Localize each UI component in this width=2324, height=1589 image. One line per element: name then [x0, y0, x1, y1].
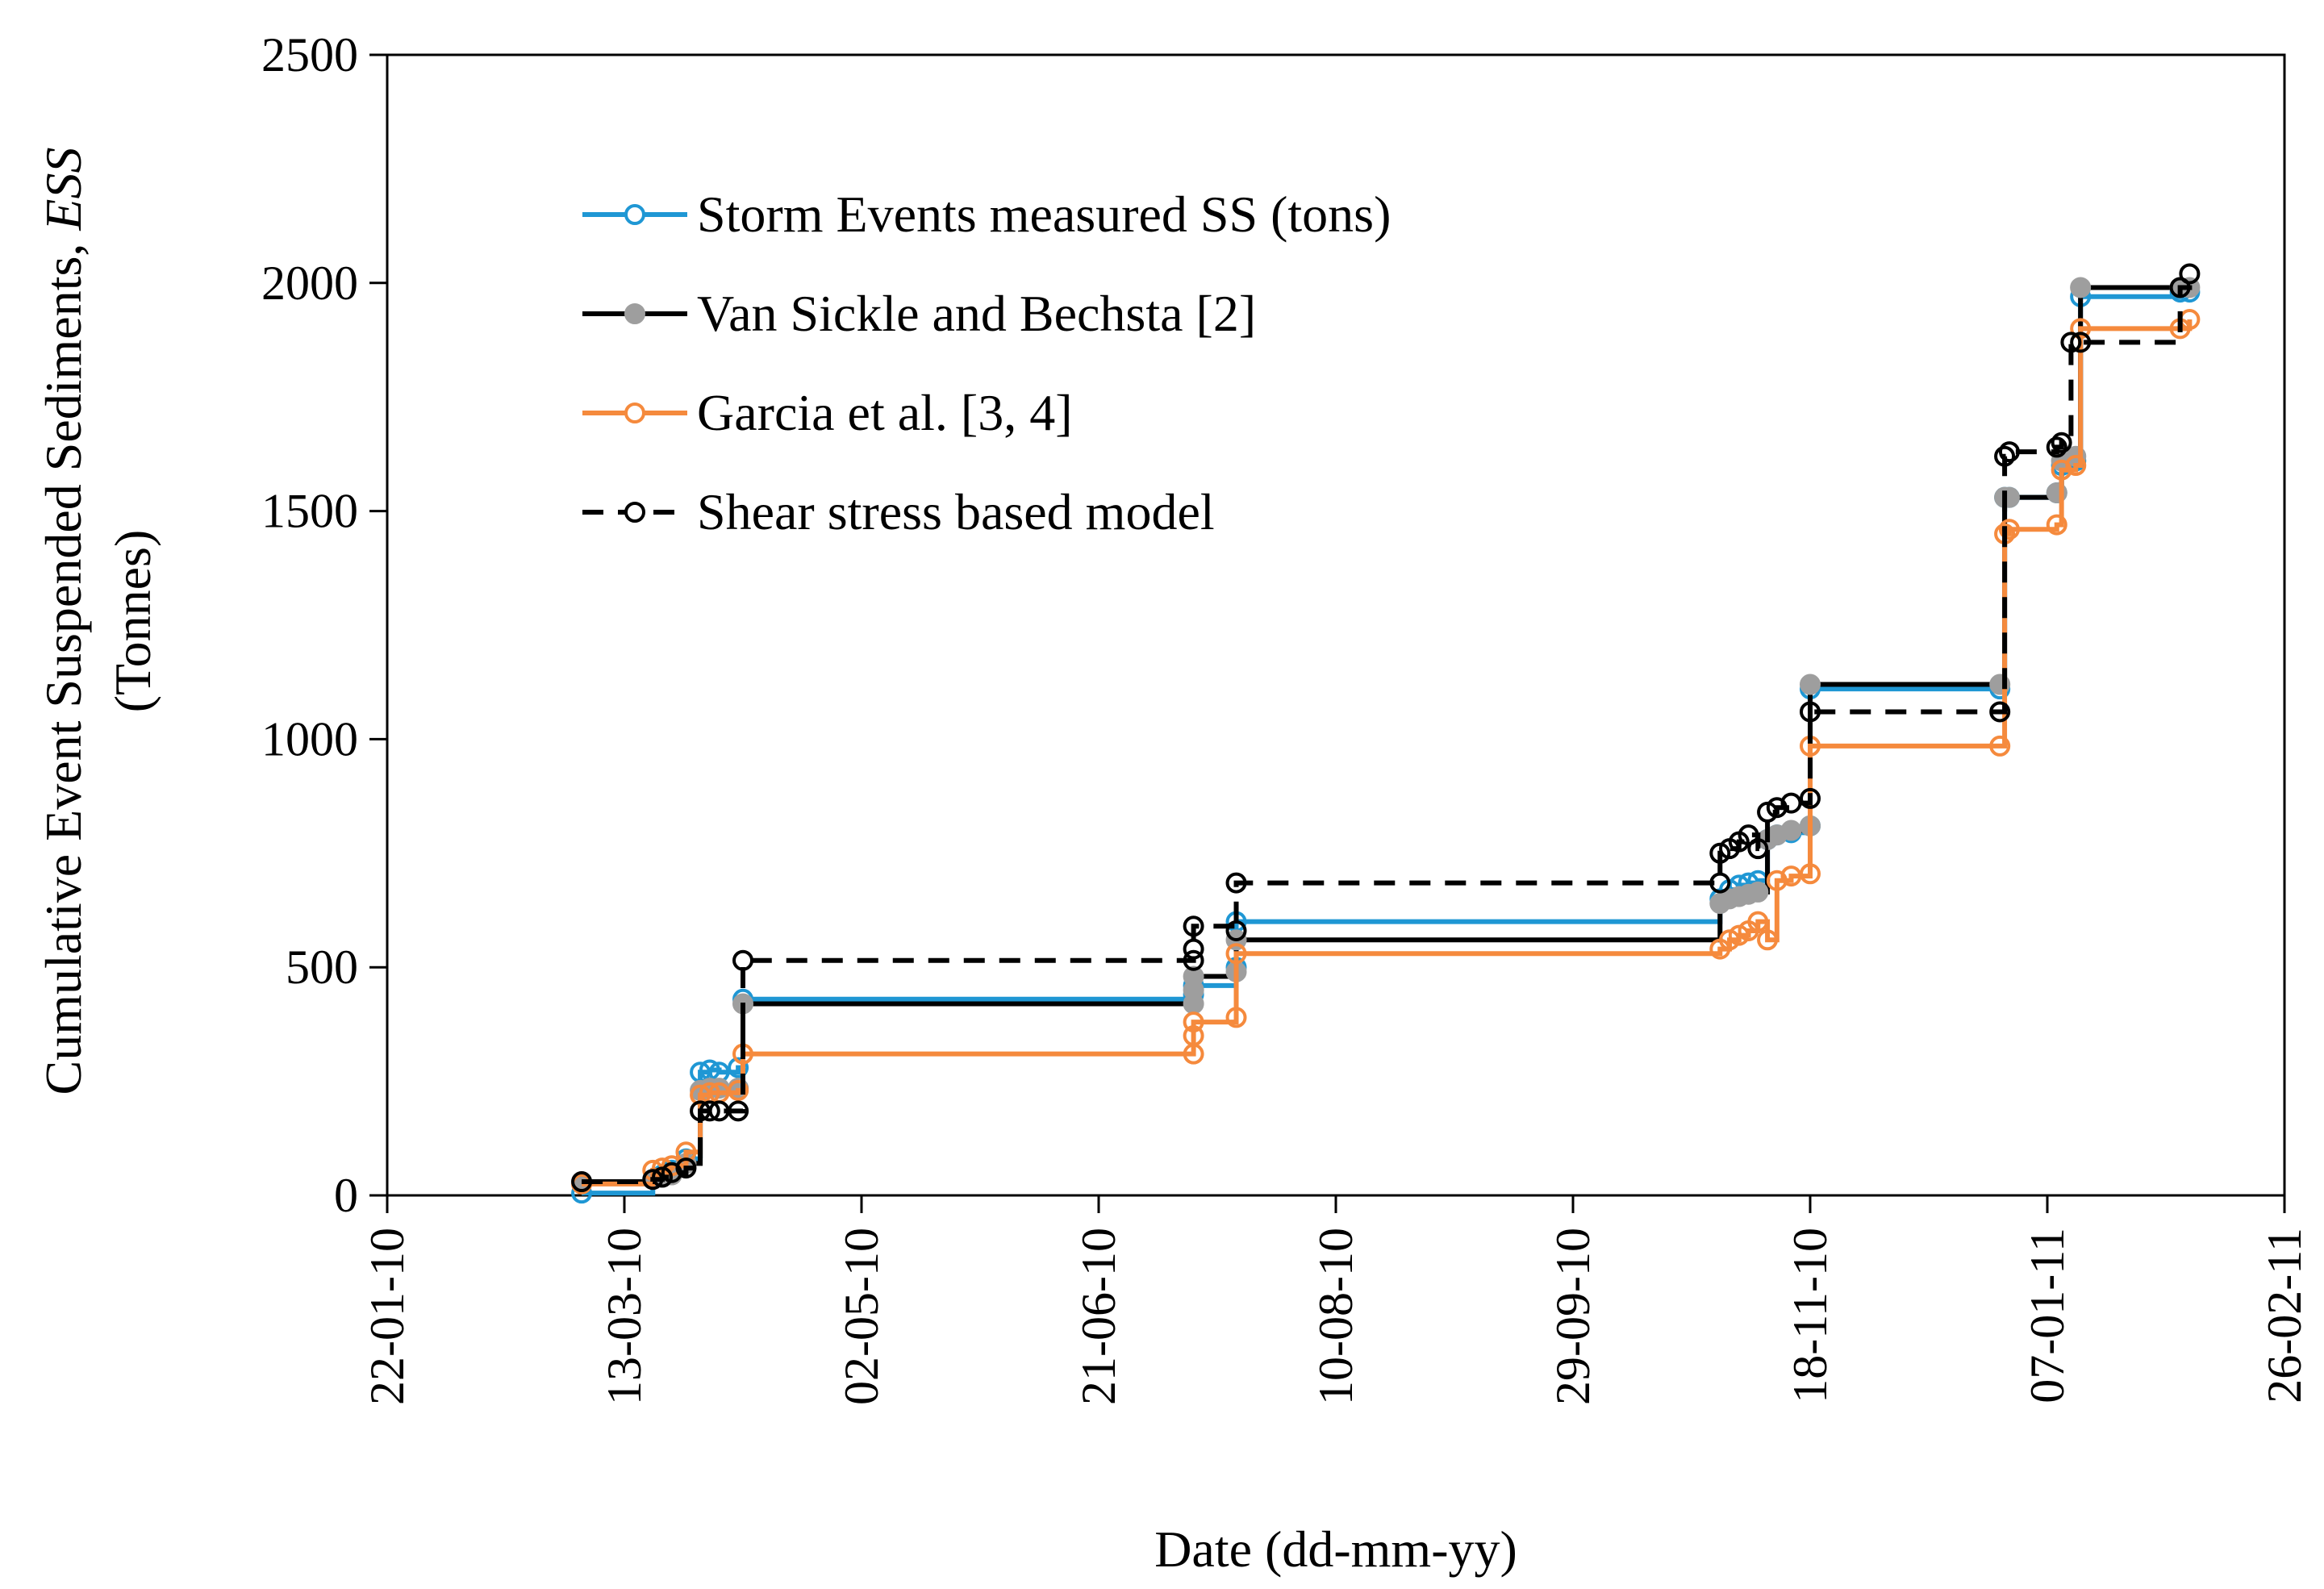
- y-tick-label: 0: [334, 1169, 358, 1222]
- data-point: [732, 949, 753, 971]
- x-tick-label: 18-11-10: [1784, 1228, 1837, 1403]
- data-point: [1994, 445, 2016, 467]
- legend-label: Shear stress based model: [697, 483, 1215, 540]
- data-point: [2060, 332, 2082, 353]
- data-point: [1183, 965, 1204, 987]
- data-point: [1738, 824, 1759, 846]
- x-axis-title: Date (dd-mm-yy): [1154, 1520, 1517, 1578]
- data-point: [1747, 881, 1769, 903]
- data-point: [1225, 920, 1247, 941]
- data-point: [1183, 938, 1204, 960]
- y-tick-label: 1500: [261, 485, 358, 538]
- plot-area: [386, 53, 2286, 1197]
- data-point: [728, 1079, 749, 1101]
- data-point: [1183, 949, 1204, 971]
- series-4: [571, 263, 2201, 1193]
- data-point: [1225, 943, 1247, 965]
- data-point: [661, 1162, 682, 1183]
- legend: Storm Events measured SS (tons) Van Sickl…: [582, 186, 1391, 540]
- data-point: [2179, 263, 2201, 285]
- data-point: [1780, 820, 1802, 841]
- legend-swatch-marker: [624, 402, 645, 423]
- data-point: [1709, 872, 1731, 894]
- data-point: [1998, 519, 2020, 540]
- data-point: [1989, 701, 2011, 723]
- data-point: [1183, 1025, 1204, 1047]
- data-point: [708, 1082, 730, 1103]
- data-point: [1225, 872, 1247, 894]
- data-point: [1766, 797, 1788, 819]
- x-axis: 22-01-10 13-03-10 02-05-10 21-06-10 10-08-10…: [361, 1195, 2311, 1405]
- data-point: [2070, 332, 2092, 353]
- legend-swatch-marker: [624, 502, 645, 523]
- data-point: [1800, 674, 1821, 695]
- x-tick-label: 07-01-11: [2021, 1228, 2074, 1403]
- data-point: [1183, 1043, 1204, 1065]
- data-point: [1780, 865, 1802, 887]
- data-point: [571, 1171, 593, 1193]
- legend-item: Van Sickle and Bechsta [2]: [582, 285, 1256, 342]
- data-point: [1747, 911, 1769, 932]
- data-point: [1989, 735, 2011, 757]
- x-tick-label: 22-01-10: [361, 1228, 414, 1405]
- data-point: [1183, 1011, 1204, 1033]
- y-axis: 0 500 1000 1500 2000 2500: [261, 28, 387, 1222]
- y-tick-label: 1000: [261, 712, 358, 765]
- data-point: [1747, 838, 1769, 860]
- data-point: [728, 1057, 749, 1078]
- x-tick-label: 10-08-10: [1309, 1228, 1362, 1405]
- data-point: [1183, 915, 1204, 937]
- legend-swatch-marker: [624, 303, 645, 324]
- data-point: [2179, 309, 2201, 331]
- data-point: [2065, 455, 2087, 477]
- data-point: [2070, 318, 2092, 340]
- data-point: [2169, 277, 2191, 298]
- series-layer: [571, 263, 2201, 1204]
- x-tick-label: 29-09-10: [1546, 1228, 1600, 1405]
- data-point: [708, 1100, 730, 1122]
- data-point: [1780, 792, 1802, 814]
- y-axis-title: Cumulative Event Suspended Sediments, ES…: [35, 148, 161, 1095]
- data-point: [1800, 701, 1821, 723]
- data-point: [642, 1169, 664, 1191]
- data-point: [2070, 277, 2092, 298]
- data-point: [675, 1157, 697, 1179]
- y-axis-title-line2: (Tonnes): [104, 530, 161, 713]
- data-point: [728, 1100, 749, 1122]
- x-tick-label: 13-03-10: [598, 1228, 651, 1405]
- legend-item: Garcia et al. [3, 4]: [582, 384, 1073, 441]
- legend-item: Storm Events measured SS (tons): [582, 186, 1391, 243]
- legend-label: Van Sickle and Bechsta [2]: [697, 285, 1256, 342]
- data-point: [1998, 441, 2020, 463]
- legend-label: Storm Events measured SS (tons): [697, 186, 1391, 243]
- data-point: [1766, 870, 1788, 891]
- legend-item: Shear stress based model: [582, 483, 1215, 540]
- data-point: [1225, 1007, 1247, 1028]
- legend-label: Garcia et al. [3, 4]: [697, 384, 1073, 441]
- x-tick-label: 26-02-11: [2258, 1228, 2311, 1403]
- legend-swatch-marker: [624, 204, 645, 225]
- data-point: [699, 1100, 720, 1122]
- data-point: [2046, 514, 2067, 536]
- data-point: [1800, 787, 1821, 809]
- data-point: [1757, 929, 1779, 951]
- data-point: [675, 1141, 697, 1163]
- data-point: [1800, 863, 1821, 885]
- data-point: [2046, 436, 2067, 458]
- x-tick-label: 02-05-10: [835, 1228, 888, 1405]
- x-tick-label: 21-06-10: [1072, 1228, 1125, 1405]
- y-axis-title-line1: Cumulative Event Suspended Sediments, ES…: [35, 148, 92, 1095]
- y-tick-label: 500: [286, 940, 358, 994]
- y-tick-label: 2000: [261, 256, 358, 310]
- data-point: [2051, 459, 2072, 481]
- data-point: [2051, 432, 2072, 453]
- y-tick-label: 2500: [261, 28, 358, 81]
